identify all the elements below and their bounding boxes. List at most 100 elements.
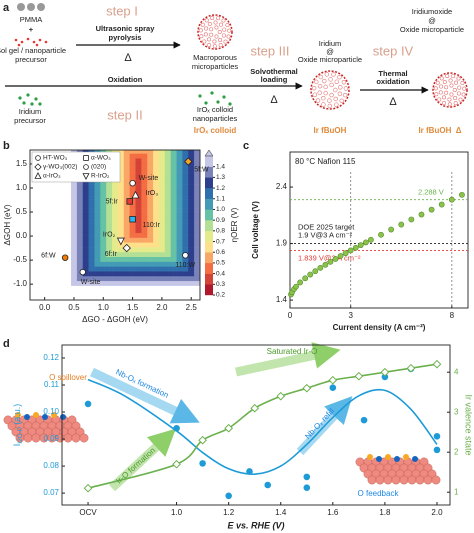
heat-cell — [179, 167, 183, 171]
heat-cell — [144, 165, 148, 169]
heat-cell — [161, 208, 166, 212]
heat-cell — [176, 275, 180, 279]
heat-cell — [103, 242, 107, 246]
heat-cell — [167, 196, 171, 200]
point — [61, 254, 69, 261]
heat-cell — [132, 177, 136, 181]
dot — [14, 38, 18, 42]
heat-cell — [167, 150, 171, 152]
heat-cell — [73, 259, 78, 262]
heat-cell — [129, 261, 133, 265]
heat-cell — [188, 194, 192, 197]
heat-cell — [117, 230, 122, 233]
heat-cell — [150, 184, 154, 188]
heat-cell — [156, 218, 160, 221]
heat-cell — [94, 187, 98, 190]
heat-cell — [150, 242, 154, 246]
heat-cell — [164, 167, 169, 171]
heat-cell — [100, 254, 104, 258]
heat-cell — [85, 278, 89, 282]
heat-cell — [144, 153, 148, 157]
heat-cell — [147, 172, 151, 176]
heat-cell — [164, 249, 169, 253]
pore — [327, 103, 333, 109]
heat-cell — [173, 283, 177, 286]
heat-cell — [167, 177, 171, 181]
heat-cell — [173, 273, 177, 277]
heat-cell — [161, 182, 166, 185]
heat-cell — [103, 256, 107, 260]
heat-cell — [188, 153, 192, 157]
heat-cell — [179, 208, 183, 212]
heat-cell — [85, 266, 89, 270]
heat-cell — [106, 266, 110, 270]
heat-cell — [156, 215, 160, 219]
heat-cell — [164, 273, 169, 277]
heat-cell — [135, 162, 139, 166]
heat-cell — [138, 172, 142, 176]
heat-cell — [188, 235, 192, 238]
point — [34, 172, 42, 179]
heat-cell — [115, 182, 119, 185]
heat-cell — [123, 155, 128, 159]
heat-cell — [156, 201, 160, 205]
heat-cell — [179, 170, 183, 173]
heat-cell — [97, 215, 101, 219]
heat-cell — [164, 271, 169, 274]
heat-cell — [94, 249, 98, 253]
heat-cell — [179, 150, 183, 152]
heat-cell — [147, 232, 151, 236]
heat-cell — [182, 271, 186, 274]
heat-cell — [115, 227, 119, 231]
heat-cell — [117, 191, 122, 195]
pore — [221, 33, 226, 38]
heat-cell — [194, 263, 198, 267]
heat-cell — [179, 213, 183, 217]
heat-cell — [197, 225, 201, 229]
colorbar-band — [205, 273, 213, 285]
heat-cell — [73, 215, 78, 219]
heat-cell — [197, 175, 201, 178]
heat-cell — [188, 249, 192, 253]
heat-cell — [167, 259, 171, 262]
heat-cell — [197, 271, 201, 274]
heat-cell — [147, 158, 151, 161]
adatom — [33, 412, 39, 418]
heat-cell — [150, 215, 154, 219]
heat-cell — [144, 247, 148, 250]
heat-cell — [120, 175, 125, 178]
heat-cell — [103, 150, 107, 152]
heat-cell — [112, 275, 116, 279]
heat-cell — [161, 283, 166, 286]
heat-cell — [182, 175, 186, 178]
heat-cell — [161, 175, 166, 178]
heat-cell — [100, 239, 104, 243]
heat-cell — [144, 220, 148, 224]
heat-cell — [182, 283, 186, 286]
heat-cell — [170, 213, 174, 217]
heat-cell — [144, 184, 148, 188]
heat-cell — [126, 263, 130, 267]
heat-cell — [76, 184, 81, 188]
heat-cell — [191, 179, 195, 183]
heat-cell — [141, 278, 145, 282]
heat-cell — [103, 254, 107, 258]
heat-cell — [185, 150, 189, 154]
heat-cell — [120, 220, 125, 224]
heat-cell — [158, 244, 163, 248]
heat-cell — [144, 232, 148, 236]
heat-cell — [141, 242, 145, 246]
heat-cell — [188, 263, 192, 267]
heat-cell — [173, 189, 177, 193]
heat-cell — [103, 215, 107, 219]
heat-cell — [147, 194, 151, 197]
heat-cell — [173, 196, 177, 200]
heat-cell — [85, 227, 89, 231]
heat-cell — [173, 211, 177, 214]
heat-cell — [182, 187, 186, 190]
heat-cell — [150, 182, 154, 185]
heat-cell — [156, 247, 160, 250]
heat-cell — [91, 256, 95, 260]
heat-cell — [150, 239, 154, 243]
heat-cell — [191, 189, 195, 193]
